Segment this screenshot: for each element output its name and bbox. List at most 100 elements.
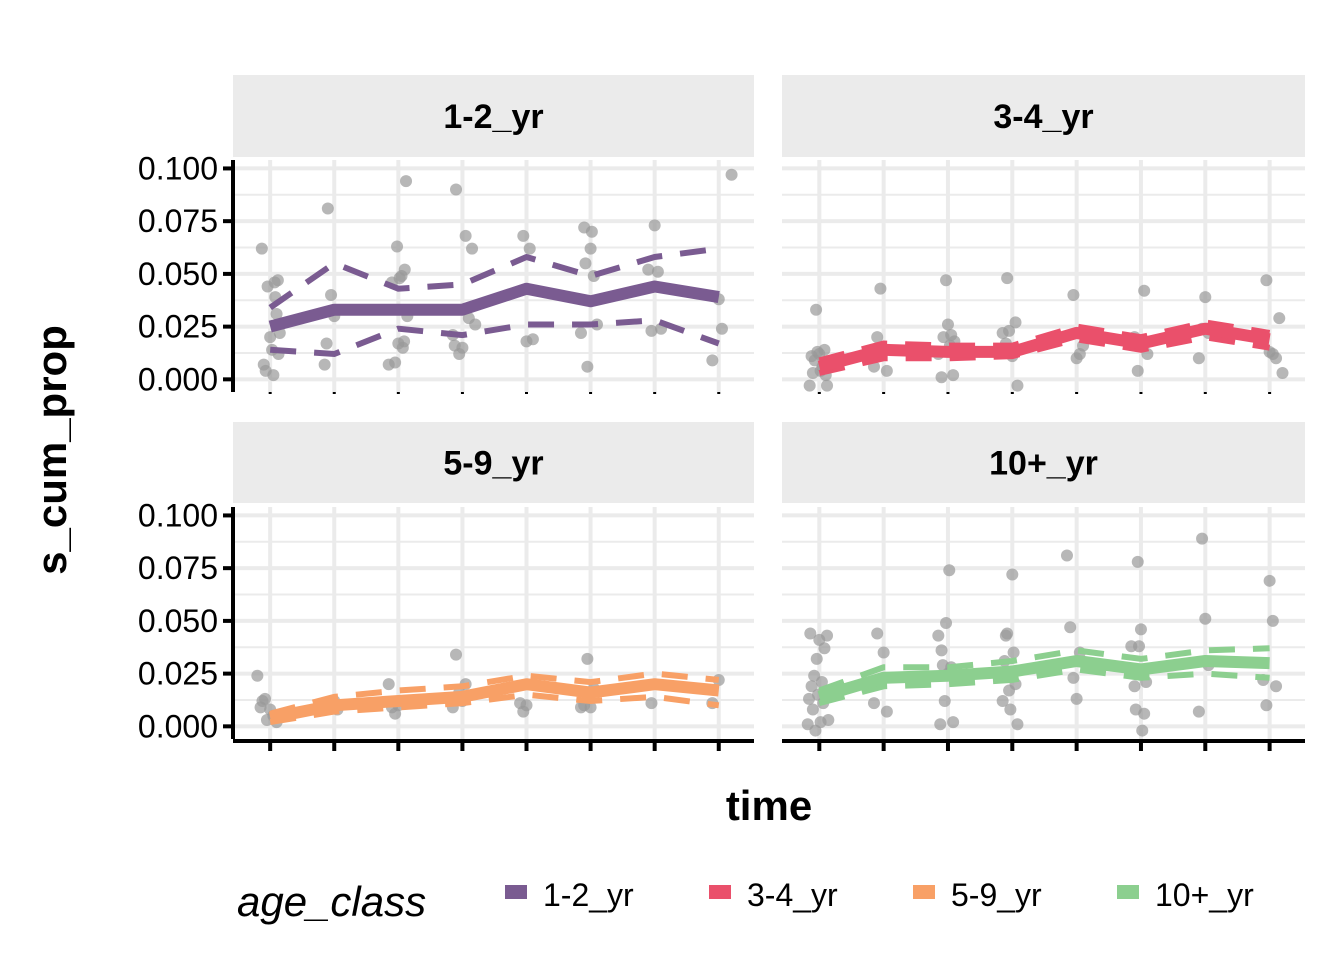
y-axis-title: s_cum_prop (28, 325, 75, 575)
panel-3-4_yr: 3-4_yr (782, 75, 1305, 392)
data-point (382, 678, 395, 691)
data-point (715, 322, 728, 335)
data-point (935, 371, 948, 384)
data-point (584, 701, 597, 714)
data-point (805, 680, 818, 693)
data-point (880, 364, 893, 377)
mean-line (268, 280, 720, 333)
data-point (270, 307, 283, 320)
data-point (391, 240, 404, 253)
data-point (581, 652, 594, 665)
y-tick-label: 0.100 (138, 150, 218, 186)
data-point (1060, 549, 1073, 562)
lower-bound-line (818, 666, 1270, 707)
data-point (648, 219, 661, 232)
data-point (400, 175, 413, 188)
mean-line (817, 655, 1270, 703)
data-point (1134, 623, 1147, 636)
data-point (469, 318, 482, 331)
data-point (874, 282, 887, 295)
data-point (318, 358, 331, 371)
data-point (996, 695, 1009, 708)
lower-bound-line (270, 317, 720, 358)
data-point (642, 263, 655, 276)
data-point (1067, 288, 1080, 301)
data-point (818, 343, 831, 356)
data-point (1138, 707, 1151, 720)
data-point (1270, 680, 1283, 693)
data-point (1263, 574, 1276, 587)
legend-key (709, 885, 731, 899)
facet-strip-label: 1-2_yr (443, 98, 543, 136)
data-point (585, 225, 598, 238)
data-point (271, 274, 284, 287)
facet-strip (233, 75, 754, 157)
data-point (466, 242, 479, 255)
data-point (1136, 724, 1149, 737)
legend: age_class 1-2_yr 3-4_yr 5-9_yr 10+_yr (237, 877, 1254, 925)
data-point (267, 369, 280, 382)
data-point (259, 692, 272, 705)
data-point (320, 337, 333, 350)
data-point (803, 379, 816, 392)
facet-strip (782, 75, 1305, 157)
data-point (934, 718, 947, 731)
panel-10+_yr: 10+_yr (782, 422, 1305, 739)
data-point (943, 564, 956, 577)
data-point (581, 360, 594, 373)
data-point (1064, 621, 1077, 634)
data-point (389, 356, 402, 369)
data-point (1004, 703, 1017, 716)
y-tick-label: 0.025 (138, 656, 218, 692)
data-point (520, 699, 533, 712)
data-point (877, 646, 890, 659)
data-point (574, 326, 587, 339)
upper-bound-line (818, 319, 1271, 364)
data-point (456, 341, 469, 354)
data-point (1192, 705, 1205, 718)
data-point (947, 369, 960, 382)
data-point (932, 629, 945, 642)
mean-line (817, 322, 1271, 373)
mean-line (269, 678, 720, 724)
data-point (1196, 532, 1209, 545)
data-point (806, 703, 819, 716)
data-point (1011, 718, 1024, 731)
data-point (803, 692, 816, 705)
y-tick-label: 0.100 (138, 497, 218, 533)
legend-label: 3-4_yr (747, 877, 838, 913)
legend-title: age_class (237, 878, 426, 925)
data-point (1260, 274, 1273, 287)
data-point (804, 627, 817, 640)
y-tick-label: 0.000 (138, 361, 218, 397)
data-point (818, 642, 831, 655)
panel-5-9_yr: 5-9_yr (233, 422, 754, 739)
lower-bound-line (269, 691, 720, 726)
y-axis: 0.000 0.025 0.050 0.075 0.100 (138, 497, 235, 744)
data-point (526, 333, 539, 346)
legend-key (1117, 885, 1139, 899)
data-point (1131, 364, 1144, 377)
legend-entry: 10+_yr (1117, 877, 1254, 913)
data-point (1006, 568, 1019, 581)
data-point (1003, 324, 1016, 337)
data-point (1067, 671, 1080, 684)
data-point (935, 644, 948, 657)
data-point (459, 229, 472, 242)
data-point (1273, 312, 1286, 325)
legend-label: 1-2_yr (543, 877, 634, 913)
data-point (1007, 646, 1020, 659)
legend-label: 10+_yr (1155, 877, 1254, 913)
data-point (325, 288, 338, 301)
data-point (255, 242, 268, 255)
facet-strip (233, 422, 754, 503)
x-axis (233, 739, 754, 751)
legend-entry: 5-9_yr (913, 877, 1042, 913)
data-point (938, 695, 951, 708)
data-point (1199, 612, 1212, 625)
data-point (1070, 692, 1083, 705)
axes: 0.000 0.025 0.050 0.075 0.100 0.000 0.025 0.050… (138, 150, 1305, 751)
data-points (801, 532, 1283, 737)
data-point (523, 242, 536, 255)
